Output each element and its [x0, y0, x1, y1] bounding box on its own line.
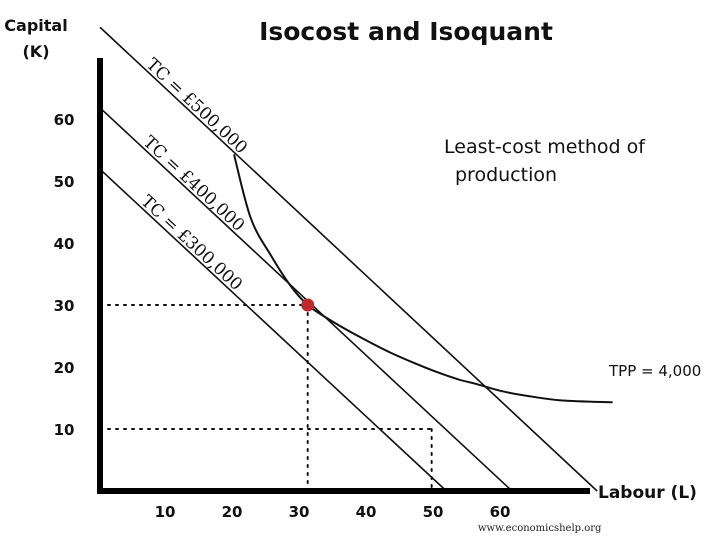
x-tick-label-60: 60 — [490, 503, 511, 521]
y-tick-label-40: 40 — [54, 235, 75, 253]
y-tick-label-10: 10 — [54, 421, 75, 439]
isoquant-curve — [233, 154, 613, 404]
x-tick-label-50: 50 — [423, 503, 444, 521]
y-axis-label-line2: (K) — [22, 42, 49, 61]
chart-title: Isocost and Isoquant — [259, 17, 553, 46]
isocost-line-3 — [99, 168, 447, 492]
x-tick-label-20: 20 — [222, 503, 243, 521]
y-tick-label-50: 50 — [54, 173, 75, 191]
x-tick-label-30: 30 — [289, 503, 310, 521]
x-axis-label: Labour (L) — [598, 483, 697, 503]
isoquant-label: TPP = 4,000 — [608, 362, 701, 380]
optimum-point — [301, 298, 315, 312]
isocost-line-1 — [99, 26, 598, 492]
y-tick-label-60: 60 — [54, 111, 75, 129]
y-tick-label-20: 20 — [54, 359, 75, 377]
y-tick-label-30: 30 — [54, 297, 75, 315]
annotation-line2: production — [455, 164, 557, 186]
x-tick-label-10: 10 — [155, 503, 176, 521]
annotation-line1: Least-cost method of — [444, 136, 646, 158]
x-tick-label-40: 40 — [356, 503, 377, 521]
source-credit: www.economicshelp.org — [478, 523, 602, 534]
y-axis-label-line1: Capital — [4, 16, 67, 35]
